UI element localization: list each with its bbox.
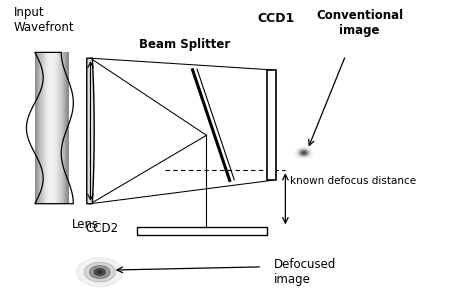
Bar xyxy=(36,52,38,204)
Bar xyxy=(55,52,57,204)
Bar xyxy=(61,52,63,204)
Bar xyxy=(39,52,41,204)
Bar xyxy=(40,52,42,204)
Text: Conventional
image: Conventional image xyxy=(315,9,402,37)
Text: Defocused
image: Defocused image xyxy=(273,258,335,285)
Bar xyxy=(57,52,59,204)
Bar xyxy=(62,52,63,204)
Circle shape xyxy=(84,262,115,282)
Bar xyxy=(37,52,39,204)
Circle shape xyxy=(295,148,312,158)
Bar xyxy=(56,52,58,204)
Bar xyxy=(45,52,47,204)
Bar xyxy=(63,52,65,204)
Circle shape xyxy=(298,149,309,156)
Bar xyxy=(47,52,49,204)
Text: CCD1: CCD1 xyxy=(257,12,294,25)
Text: Lens: Lens xyxy=(72,218,99,231)
Text: Beam Splitter: Beam Splitter xyxy=(139,38,230,51)
Bar xyxy=(53,52,55,204)
Bar xyxy=(49,52,51,204)
Bar xyxy=(48,52,50,204)
Bar xyxy=(46,52,48,204)
Bar xyxy=(54,52,56,204)
Circle shape xyxy=(302,152,305,154)
Bar xyxy=(137,227,266,235)
Bar xyxy=(50,52,52,204)
Bar xyxy=(35,52,37,204)
Bar xyxy=(67,52,69,204)
Text: CCD2: CCD2 xyxy=(85,222,118,235)
Bar xyxy=(41,52,44,204)
Bar xyxy=(58,52,60,204)
Text: known defocus distance: known defocus distance xyxy=(289,176,415,186)
Bar xyxy=(51,52,54,204)
Circle shape xyxy=(97,271,102,274)
Circle shape xyxy=(94,269,105,276)
Bar xyxy=(266,70,275,180)
Bar xyxy=(59,52,61,204)
Bar xyxy=(65,52,67,204)
Polygon shape xyxy=(87,58,94,204)
Circle shape xyxy=(89,266,110,278)
Bar xyxy=(43,52,44,204)
Circle shape xyxy=(300,151,307,155)
Circle shape xyxy=(76,258,123,287)
Bar xyxy=(66,52,68,204)
Text: Input
Wavefront: Input Wavefront xyxy=(14,6,75,34)
Bar xyxy=(44,52,46,204)
Bar xyxy=(38,52,40,204)
Bar xyxy=(64,52,66,204)
